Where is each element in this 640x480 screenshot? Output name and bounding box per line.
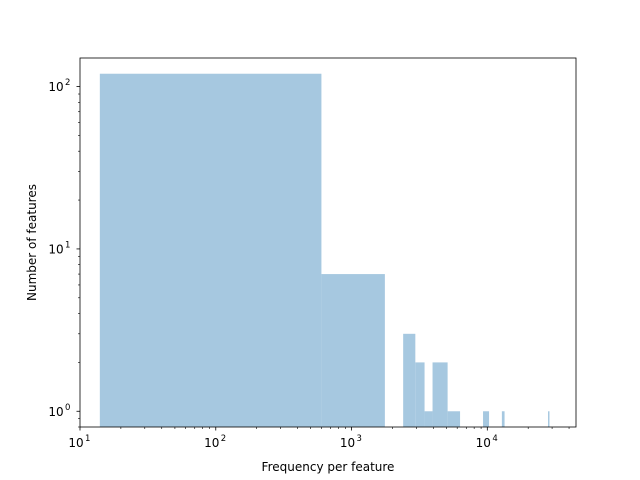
x-tick-label: 10 (476, 436, 491, 450)
x-tick-exponent: 3 (357, 434, 362, 444)
x-tick-exponent: 2 (221, 434, 226, 444)
histogram-bar-9 (548, 411, 550, 427)
x-axis: 10 1 10 2 10 3 10 4 (68, 427, 570, 450)
x-tick-exponent: 1 (85, 434, 90, 444)
x-tick-label: 10 (340, 436, 355, 450)
bars-group (99, 73, 550, 427)
histogram-bar-6 (447, 411, 461, 427)
y-tick-exponent: 2 (65, 78, 70, 88)
y-tick-label: 10 (48, 405, 63, 419)
histogram-bar-4 (424, 411, 433, 427)
x-axis-label: Frequency per feature (262, 460, 395, 474)
histogram-bar-8 (501, 411, 505, 427)
histogram-bar-3 (415, 362, 425, 427)
y-tick-label: 10 (48, 242, 63, 256)
y-tick-exponent: 0 (65, 403, 70, 413)
y-tick-label: 10 (48, 80, 63, 94)
histogram-bar-0 (99, 73, 322, 427)
histogram-bar-2 (403, 333, 416, 427)
x-tick-label: 10 (204, 436, 219, 450)
y-tick-exponent: 1 (65, 240, 70, 250)
y-axis-label: Number of features (25, 184, 39, 301)
histogram-bar-1 (321, 274, 385, 427)
x-tick-exponent: 4 (492, 434, 497, 444)
histogram-bar-5 (432, 362, 448, 427)
histogram-bar-7 (483, 411, 490, 427)
plot-frame (79, 57, 577, 428)
x-tick-label: 10 (68, 436, 83, 450)
